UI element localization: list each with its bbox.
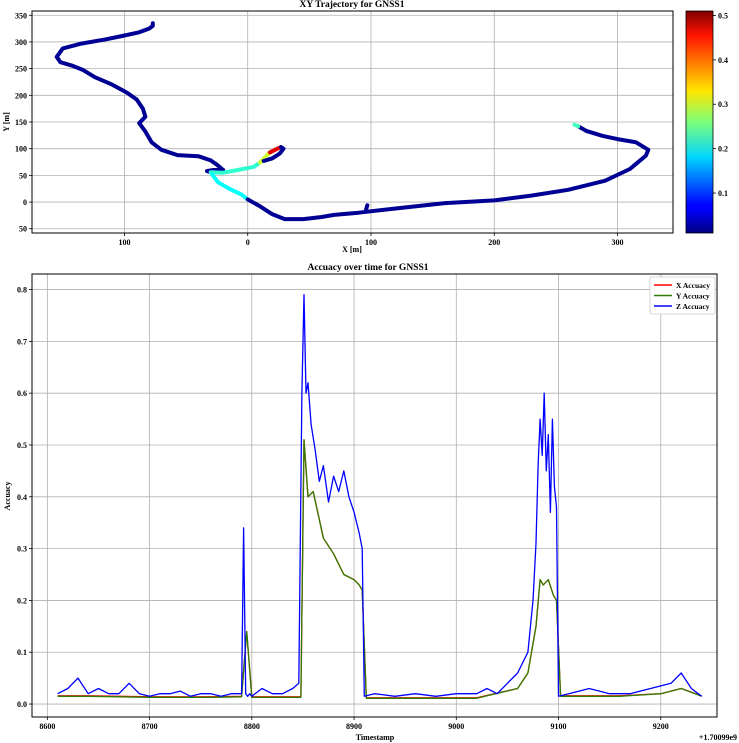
y-tick-label: 0.3 <box>17 545 27 554</box>
x-tick-label: 200 <box>488 238 500 247</box>
accuracy-chart: Accuacy over time for GNSS1 8600 8700 8800… <box>3 263 737 742</box>
accuracy-plot-frame <box>31 273 718 718</box>
colorbar-tick-label: 0.5 <box>718 11 728 20</box>
colorbar-tick-label: 0.2 <box>718 145 728 154</box>
series-line <box>57 294 703 697</box>
trajectory-y-ticks: 350 300 250 200 150 100 50 0 50 <box>15 11 32 234</box>
y-tick-label: 0.7 <box>17 337 27 346</box>
legend-label: Z Accuacy <box>676 302 710 311</box>
x-tick-label: 0 <box>246 238 250 247</box>
x-tick-label: 100 <box>365 238 377 247</box>
x-tick-label: 9200 <box>653 722 669 731</box>
x-tick-label: 8900 <box>346 722 362 731</box>
colorbar-tick-label: 0.4 <box>718 56 728 65</box>
trajectory-segment <box>258 150 272 165</box>
accuracy-offset-label: +1.70099e9 <box>699 733 737 742</box>
trajectory-title: XY Trajectory for GNSS1 <box>300 0 405 10</box>
y-tick-label: 0.4 <box>17 493 27 502</box>
trajectory-segment <box>572 122 581 129</box>
accuracy-grid <box>32 274 717 717</box>
trajectory-grid <box>32 11 673 233</box>
y-tick-label: 100 <box>15 145 27 154</box>
y-tick-label: 0.0 <box>17 700 27 709</box>
legend-label: Y Accuacy <box>676 292 710 301</box>
trajectory-segment <box>364 203 370 212</box>
accuracy-lines <box>57 294 703 699</box>
accuracy-x-label: Timestamp <box>356 733 395 742</box>
x-tick-label: 300 <box>612 238 624 247</box>
accuracy-y-ticks: 0.0 0.1 0.2 0.3 0.4 0.5 0.6 0.7 0.8 <box>17 286 32 709</box>
y-tick-label: 0 <box>23 198 27 207</box>
trajectory-segment <box>208 160 262 175</box>
legend-box <box>649 276 716 315</box>
series-line <box>57 439 702 699</box>
accuracy-colorbar: 0.1 0.2 0.3 0.4 0.5 <box>685 10 728 234</box>
colorbar-tick-label: 0.1 <box>718 189 728 198</box>
y-tick-label: 0.6 <box>17 389 27 398</box>
y-tick-label: 0.1 <box>17 648 27 657</box>
x-tick-label: 9000 <box>448 722 464 731</box>
x-tick-label: 100 <box>118 238 130 247</box>
series-line <box>57 439 702 699</box>
accuracy-title: Accuacy over time for GNSS1 <box>307 263 428 273</box>
trajectory-x-ticks: 100 0 100 200 300 <box>118 233 624 247</box>
x-tick-label: 8600 <box>39 722 55 731</box>
accuracy-y-label: Accuacy <box>3 482 12 511</box>
trajectory-segment <box>245 124 651 222</box>
colorbar-ticks: 0.1 0.2 0.3 0.4 0.5 <box>713 11 728 198</box>
accuracy-x-ticks: 8600 8700 8800 8900 9000 9100 9200 <box>39 717 669 731</box>
trajectory-segment <box>210 172 250 202</box>
y-tick-label: 0.5 <box>17 441 27 450</box>
trajectory-segment <box>54 21 226 172</box>
y-tick-label: 200 <box>15 91 27 100</box>
x-tick-label: 8700 <box>142 722 158 731</box>
colorbar-tick-label: 0.3 <box>718 100 728 109</box>
y-tick-label: 300 <box>15 38 27 47</box>
y-tick-label: 150 <box>15 118 27 127</box>
y-tick-label: 0.2 <box>17 596 27 605</box>
trajectory-chart: XY Trajectory for GNSS1 100 0 100 200 300 35… <box>2 0 674 254</box>
y-tick-label: 50 <box>19 225 27 234</box>
legend-label: X Accuacy <box>676 281 710 290</box>
y-tick-label: 0.8 <box>17 286 27 295</box>
trajectory-y-label: Y [m] <box>2 112 11 132</box>
y-tick-label: 350 <box>15 11 27 20</box>
trajectory-x-label: X [m] <box>342 245 362 254</box>
y-tick-label: 250 <box>15 65 27 74</box>
y-tick-label: 50 <box>19 171 27 180</box>
trajectory-path <box>54 21 651 222</box>
x-tick-label: 9100 <box>551 722 567 731</box>
colorbar-gradient <box>685 10 714 234</box>
trajectory-segment <box>261 145 286 163</box>
x-tick-label: 8800 <box>244 722 260 731</box>
